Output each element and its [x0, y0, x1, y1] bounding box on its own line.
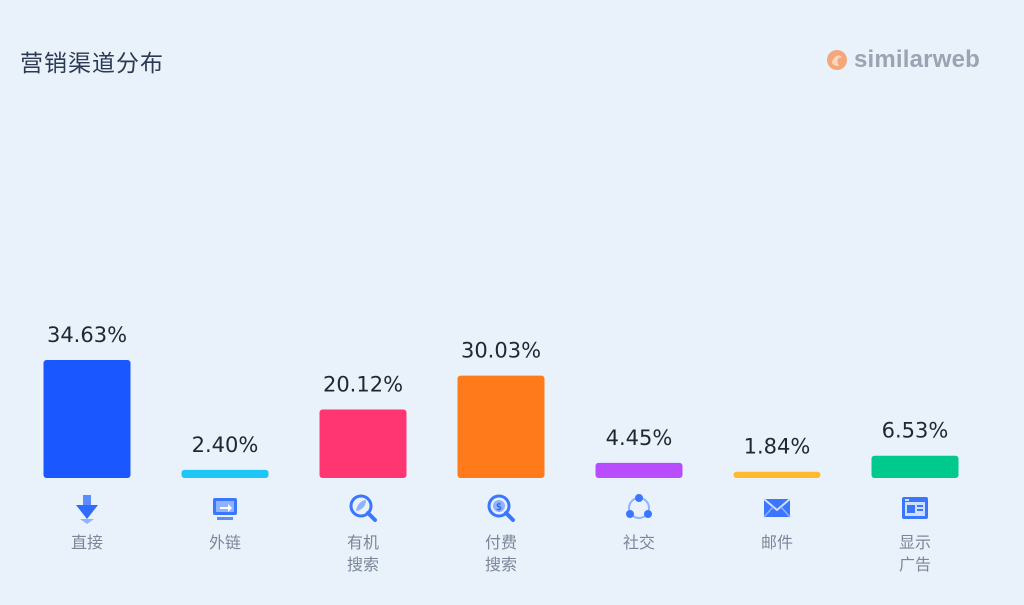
similarweb-logo-icon — [826, 50, 847, 70]
value-label: 34.63% — [47, 323, 127, 347]
bar — [181, 469, 269, 478]
bar — [595, 462, 683, 478]
category-label-line: 有机 — [347, 533, 379, 552]
category-label-line: 搜索 — [485, 555, 517, 574]
paid-search-icon — [487, 494, 515, 522]
value-label: 30.03% — [461, 339, 541, 363]
referral-screen-icon — [213, 498, 237, 520]
value-label: 1.84% — [744, 435, 811, 459]
bar — [871, 455, 959, 478]
category-label-line: 显示 — [899, 533, 931, 552]
category-label: 显示广告 — [899, 533, 931, 574]
direct-arrow-icon — [76, 495, 98, 524]
category-label: 外链 — [209, 533, 241, 552]
category-label-line: 邮件 — [761, 533, 793, 552]
category-label-line: 搜索 — [347, 555, 379, 574]
category-label-line: 社交 — [623, 533, 655, 552]
value-label: 4.45% — [606, 426, 673, 450]
display-ads-icon — [902, 497, 928, 519]
brand-name: similarweb — [853, 46, 980, 73]
brand-logo: similarweb — [826, 44, 980, 76]
category-label: 有机搜索 — [347, 533, 379, 574]
chart-title: 营销渠道分布 — [20, 51, 164, 77]
category-label: 付费搜索 — [485, 533, 517, 574]
bar — [733, 471, 821, 478]
category-label-line: 付费 — [485, 533, 517, 552]
bar — [457, 375, 545, 478]
social-network-icon — [625, 493, 653, 519]
bar — [319, 409, 407, 478]
category-label: 社交 — [623, 533, 655, 552]
category-label: 直接 — [71, 533, 103, 552]
value-label: 20.12% — [323, 372, 403, 396]
bar — [43, 360, 131, 478]
mail-envelope-icon — [763, 498, 791, 518]
category-label-line: 直接 — [71, 533, 103, 552]
value-label: 2.40% — [192, 433, 259, 457]
category-label-line: 广告 — [899, 555, 931, 574]
category-label-line: 外链 — [209, 533, 241, 552]
value-label: 6.53% — [882, 419, 949, 443]
category-label: 邮件 — [761, 533, 793, 552]
organic-search-icon — [349, 494, 377, 522]
